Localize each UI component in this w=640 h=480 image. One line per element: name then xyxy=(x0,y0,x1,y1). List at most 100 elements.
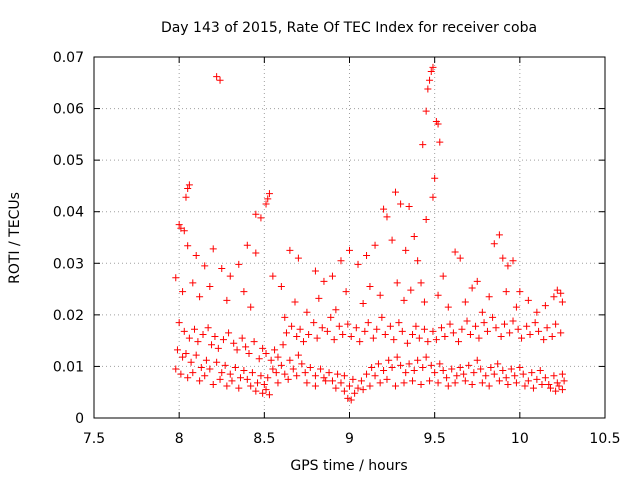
data-point xyxy=(410,367,418,375)
data-point xyxy=(385,356,393,364)
data-point xyxy=(226,370,234,378)
y-tick-label: 0.04 xyxy=(53,205,84,221)
data-point xyxy=(371,241,379,249)
data-point xyxy=(248,369,256,377)
data-point xyxy=(180,227,188,235)
data-point xyxy=(311,372,319,380)
data-point xyxy=(449,329,457,337)
data-point xyxy=(526,330,534,338)
data-point xyxy=(202,356,210,364)
data-point xyxy=(190,325,198,333)
data-point xyxy=(196,377,204,385)
data-point xyxy=(228,377,236,385)
data-point xyxy=(424,338,432,346)
data-point xyxy=(417,380,425,388)
data-point xyxy=(351,389,359,397)
data-point xyxy=(197,363,205,371)
data-point xyxy=(391,382,399,390)
data-point xyxy=(274,379,282,387)
data-point xyxy=(182,350,190,358)
data-point xyxy=(422,107,430,115)
data-point xyxy=(429,193,437,201)
data-point xyxy=(352,324,360,332)
data-point xyxy=(213,73,221,81)
data-point xyxy=(340,372,348,380)
data-point xyxy=(512,379,520,387)
data-point xyxy=(490,240,498,248)
data-point xyxy=(182,193,190,201)
data-point xyxy=(414,356,422,364)
data-point xyxy=(432,336,440,344)
data-point xyxy=(480,319,488,327)
data-point xyxy=(289,365,297,373)
data-point xyxy=(225,329,233,337)
data-point xyxy=(557,329,565,337)
data-point xyxy=(206,282,214,290)
data-point xyxy=(342,288,350,296)
data-point xyxy=(391,188,399,196)
data-point xyxy=(552,387,560,395)
data-point xyxy=(296,325,304,333)
data-point xyxy=(219,336,227,344)
data-point xyxy=(349,375,357,383)
data-point xyxy=(334,370,342,378)
data-point xyxy=(426,76,434,84)
data-point xyxy=(499,367,507,375)
data-point xyxy=(388,363,396,371)
data-point xyxy=(177,370,185,378)
data-point xyxy=(504,380,512,388)
data-point xyxy=(451,248,459,256)
x-tick-label: 8 xyxy=(175,431,184,447)
data-point xyxy=(482,372,490,380)
y-axis-label: ROTI / TECUs xyxy=(7,192,23,284)
data-point xyxy=(218,369,226,377)
data-point xyxy=(420,325,428,333)
data-point xyxy=(495,231,503,239)
data-point xyxy=(485,382,493,390)
data-point xyxy=(339,330,347,338)
data-point xyxy=(209,380,217,388)
data-point xyxy=(495,377,503,385)
data-point xyxy=(431,174,439,182)
axes xyxy=(93,56,606,419)
data-point xyxy=(291,298,299,306)
y-tick-label: 0.01 xyxy=(53,359,84,375)
data-point xyxy=(262,350,270,358)
data-point xyxy=(536,367,544,375)
data-point xyxy=(369,334,377,342)
y-tick-label: 0.05 xyxy=(53,153,84,169)
data-point xyxy=(262,386,270,394)
data-point xyxy=(282,329,290,337)
tick-labels: 7.5 8 8.5 9 9.5 10 10.5 0 0.01 0.02 0.03 0.04 0.05 0.… xyxy=(53,50,621,447)
data-point xyxy=(403,339,411,347)
data-point xyxy=(180,327,188,335)
data-point xyxy=(364,319,372,327)
data-point xyxy=(461,298,469,306)
data-point xyxy=(223,296,231,304)
data-point xyxy=(184,242,192,250)
data-point xyxy=(363,252,371,260)
data-point xyxy=(429,327,437,335)
data-point xyxy=(277,282,285,290)
data-point xyxy=(313,334,321,342)
data-point xyxy=(187,358,195,366)
x-axis-label: GPS time / hours xyxy=(290,458,407,474)
data-point xyxy=(320,374,328,382)
data-point xyxy=(415,334,423,342)
data-point xyxy=(306,363,314,371)
data-point xyxy=(478,308,486,316)
data-point xyxy=(265,391,273,399)
data-point xyxy=(516,363,524,371)
data-point xyxy=(524,377,532,385)
data-point xyxy=(422,353,430,361)
data-point xyxy=(235,384,243,392)
data-point xyxy=(260,380,268,388)
data-point xyxy=(311,267,319,275)
data-point xyxy=(262,200,270,208)
data-point xyxy=(243,241,251,249)
data-point xyxy=(340,387,348,395)
data-point xyxy=(475,334,483,342)
data-point xyxy=(400,296,408,304)
data-point xyxy=(446,320,454,328)
data-point xyxy=(412,322,420,330)
